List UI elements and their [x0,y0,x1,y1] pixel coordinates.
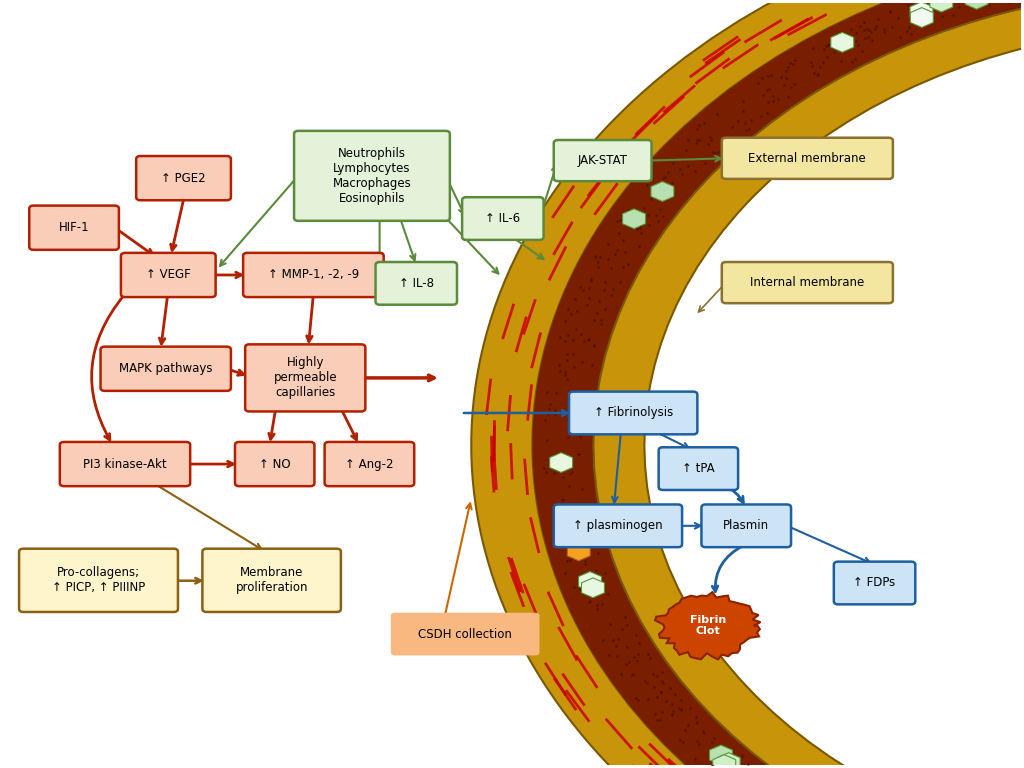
Text: Fibrin
Clot: Fibrin Clot [690,615,726,637]
FancyBboxPatch shape [59,442,190,486]
FancyBboxPatch shape [554,505,682,547]
Text: ↑ Ang-2: ↑ Ang-2 [345,458,393,471]
FancyBboxPatch shape [243,253,384,297]
FancyBboxPatch shape [245,344,366,412]
Text: ↑ tPA: ↑ tPA [682,462,715,475]
Text: ↑ FDPs: ↑ FDPs [853,577,896,590]
Text: ↑ IL-6: ↑ IL-6 [485,212,520,225]
Text: Pro-collagens;
↑ PICP, ↑ PIIINP: Pro-collagens; ↑ PICP, ↑ PIIINP [52,566,145,594]
Text: HIF-1: HIF-1 [58,221,89,234]
FancyBboxPatch shape [722,137,893,179]
FancyBboxPatch shape [658,447,738,490]
Wedge shape [471,0,1024,768]
FancyBboxPatch shape [294,131,450,221]
Text: PI3 kinase-Akt: PI3 kinase-Akt [83,458,167,471]
Text: ↑ NO: ↑ NO [259,458,291,471]
Text: CSDH collection: CSDH collection [418,627,512,641]
Polygon shape [655,592,761,660]
Text: Neutrophils
Lymphocytes
Macrophages
Eosinophils: Neutrophils Lymphocytes Macrophages Eosi… [333,147,412,205]
Text: Plasmin: Plasmin [723,519,769,532]
FancyBboxPatch shape [136,156,230,200]
FancyBboxPatch shape [19,548,178,612]
Text: External membrane: External membrane [749,152,866,165]
FancyBboxPatch shape [30,206,119,250]
FancyBboxPatch shape [100,346,230,391]
Text: Internal membrane: Internal membrane [751,276,864,289]
FancyBboxPatch shape [325,442,415,486]
FancyBboxPatch shape [121,253,216,297]
Text: ↑ Fibrinolysis: ↑ Fibrinolysis [594,406,673,419]
FancyBboxPatch shape [722,262,893,303]
Text: ↑ MMP-1, -2, -9: ↑ MMP-1, -2, -9 [268,269,359,281]
Text: ↑ IL-8: ↑ IL-8 [398,276,434,290]
Text: Highly
permeable
capillaries: Highly permeable capillaries [273,356,337,399]
FancyBboxPatch shape [462,197,544,240]
Wedge shape [594,0,1024,768]
FancyBboxPatch shape [234,442,314,486]
Text: Membrane
proliferation: Membrane proliferation [236,566,308,594]
FancyBboxPatch shape [554,140,651,181]
Wedge shape [532,0,1024,768]
Text: ↑ plasminogen: ↑ plasminogen [573,519,663,532]
FancyBboxPatch shape [203,548,341,612]
Text: ↑ PGE2: ↑ PGE2 [161,171,206,184]
Text: JAK-STAT: JAK-STAT [578,154,628,167]
FancyBboxPatch shape [376,262,457,305]
FancyBboxPatch shape [391,613,540,655]
Text: MAPK pathways: MAPK pathways [119,362,212,376]
Text: ↑ VEGF: ↑ VEGF [145,269,190,281]
FancyBboxPatch shape [569,392,697,435]
FancyBboxPatch shape [701,505,792,547]
FancyBboxPatch shape [834,561,915,604]
